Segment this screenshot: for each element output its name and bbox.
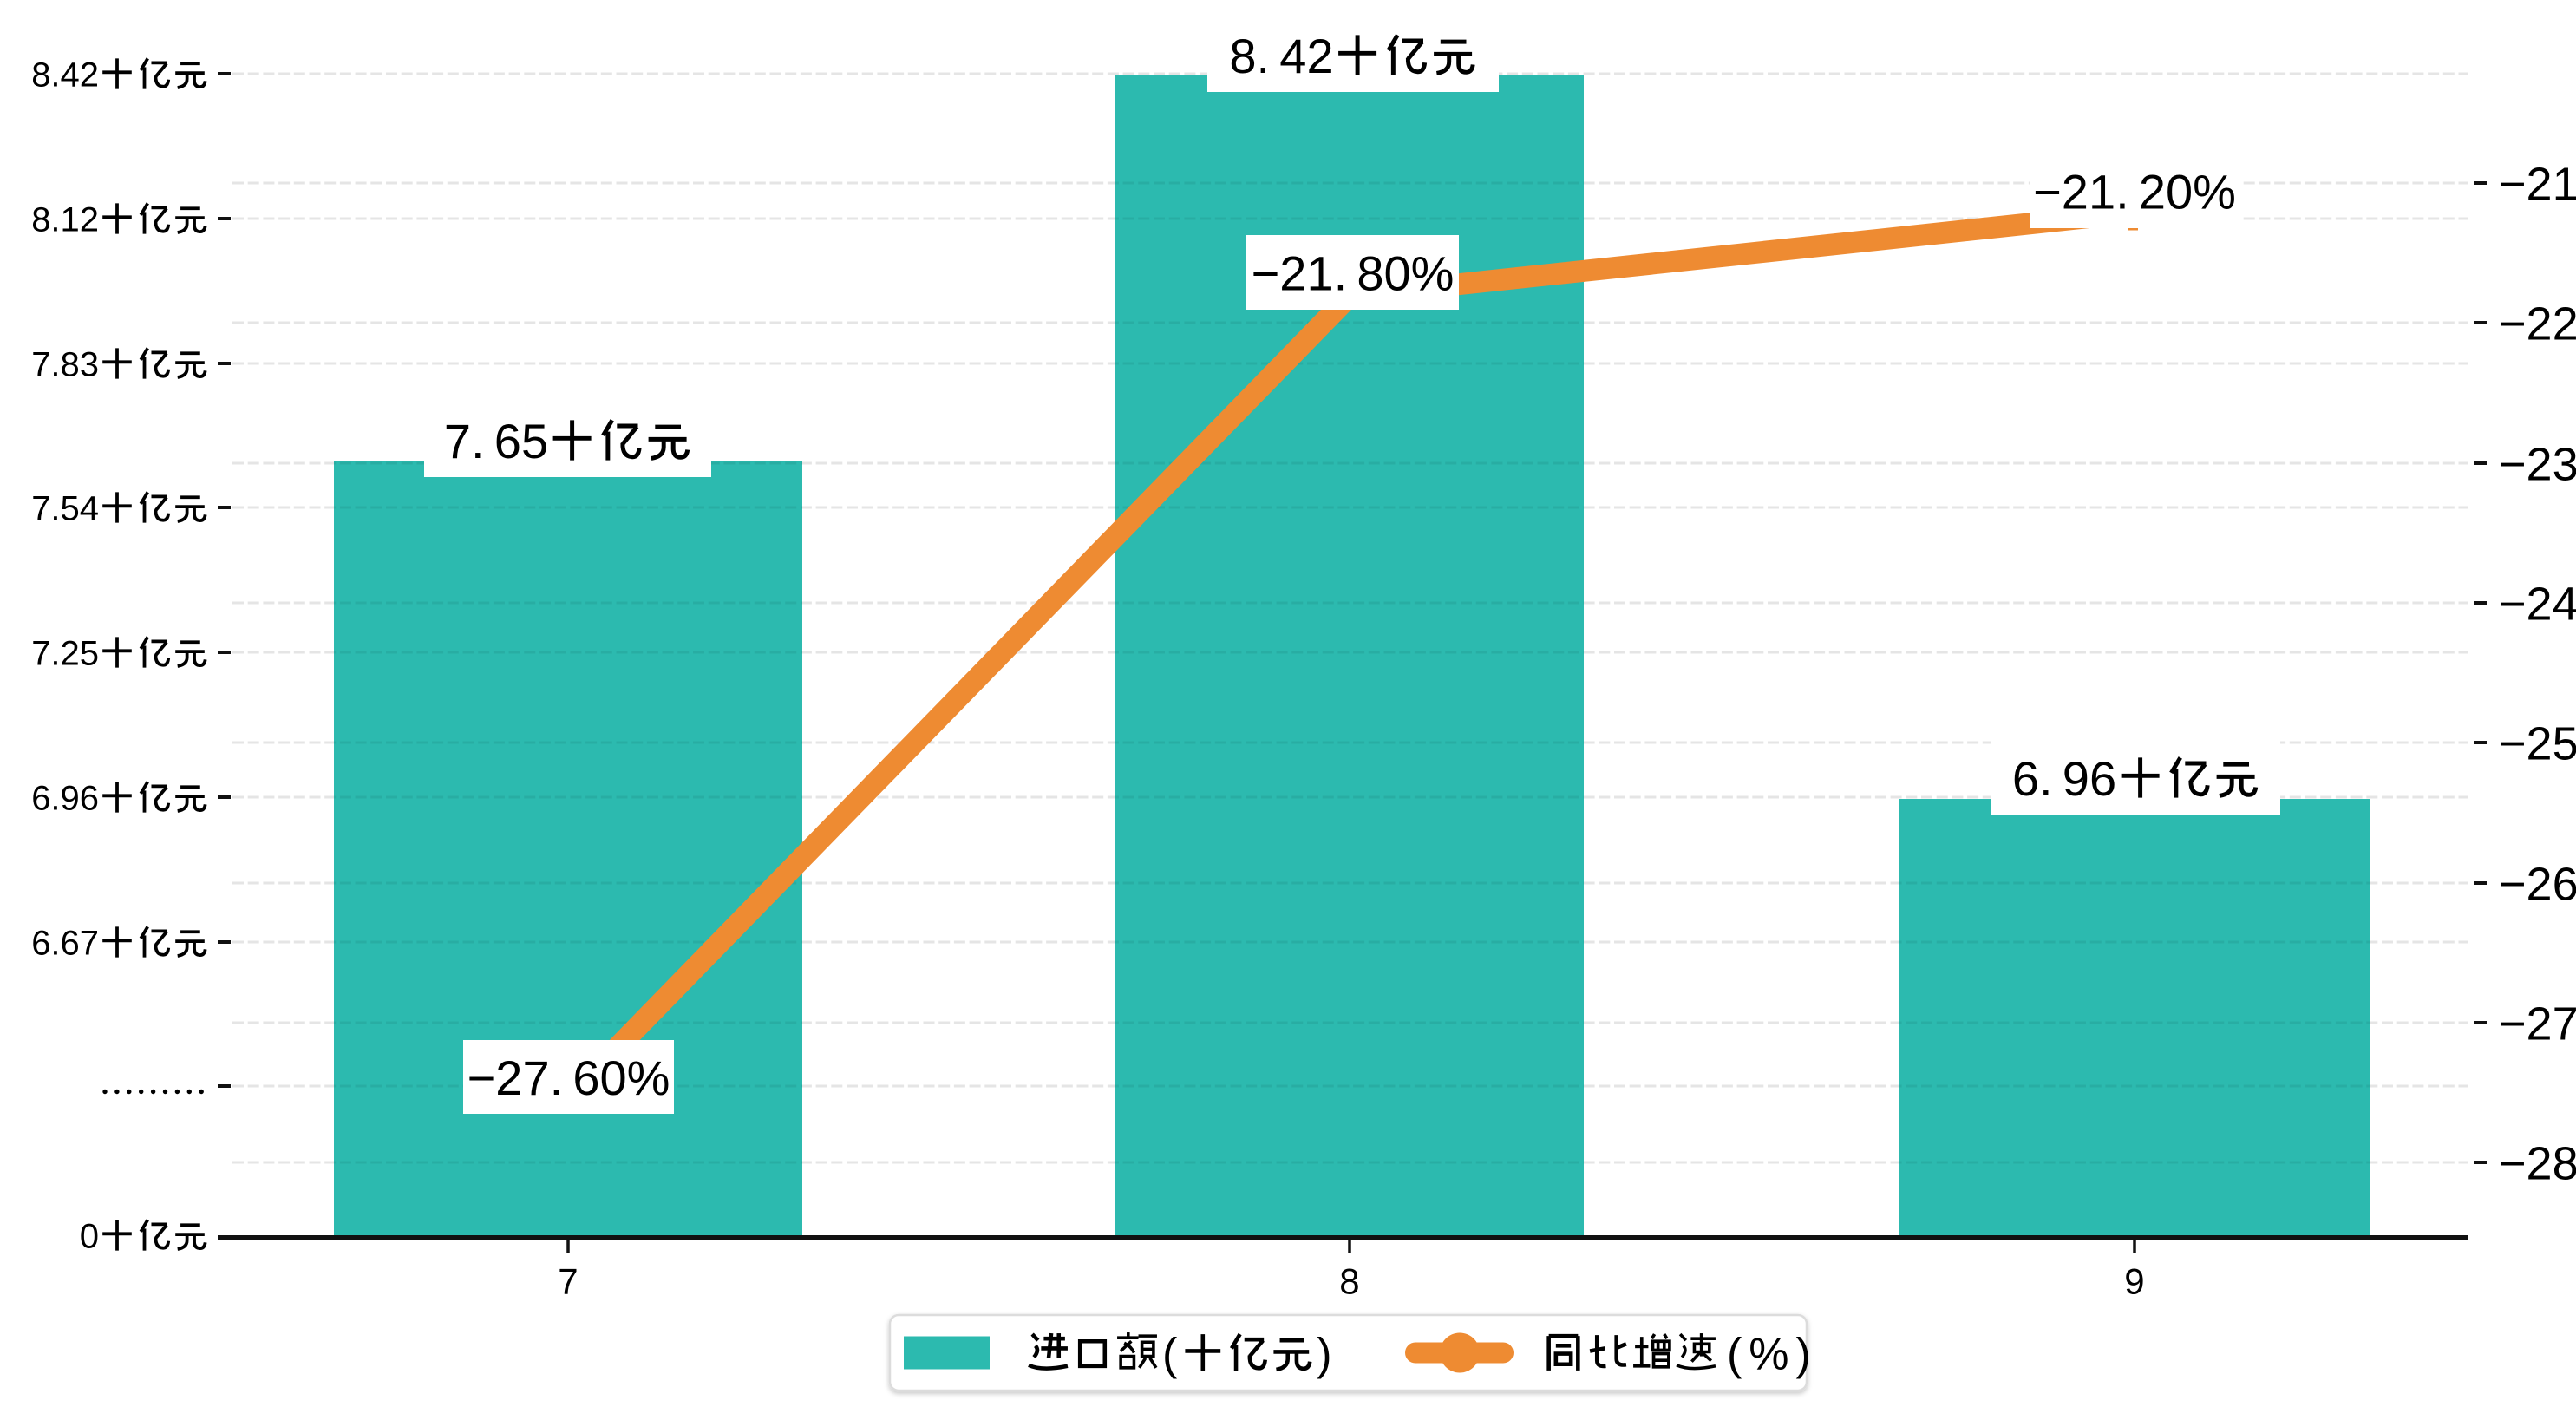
svg-text:8.12: 8.12 [31,201,99,239]
svg-text:(: ( [1162,1329,1178,1379]
svg-text:7. 65: 7. 65 [444,414,548,468]
svg-text:6.67: 6.67 [31,925,99,963]
svg-text:): ) [1317,1329,1331,1379]
svg-text:(: ( [1727,1329,1742,1379]
svg-text:−25: −25 [2499,718,2576,770]
svg-text:−27. 60%: −27. 60% [467,1050,670,1105]
svg-text:−23: −23 [2499,439,2576,491]
svg-text:−21. 20%: −21. 20% [2033,164,2236,219]
svg-text:6. 96: 6. 96 [2012,751,2116,806]
svg-text:−21: −21 [2499,159,2576,211]
svg-text:−24: −24 [2499,579,2576,631]
svg-text:8: 8 [1339,1260,1359,1301]
svg-text:9: 9 [2124,1260,2144,1301]
svg-text:7: 7 [558,1260,578,1301]
svg-text:7.54: 7.54 [31,490,99,528]
svg-text:7.83: 7.83 [31,346,99,384]
svg-text:−27: −27 [2499,998,2576,1050]
svg-text:−21. 80%: −21. 80% [1252,245,1455,300]
svg-text:8. 42: 8. 42 [1229,29,1333,83]
svg-text:0: 0 [80,1218,99,1256]
svg-text:): ) [1796,1329,1811,1379]
svg-text:8.42: 8.42 [31,56,99,95]
svg-text:−28: −28 [2499,1138,2576,1190]
svg-text:−26: −26 [2499,859,2576,911]
svg-text:%: % [1749,1329,1788,1379]
svg-text:6.96: 6.96 [31,780,99,818]
svg-text:7.25: 7.25 [31,635,99,673]
svg-text:−22: −22 [2499,298,2576,350]
